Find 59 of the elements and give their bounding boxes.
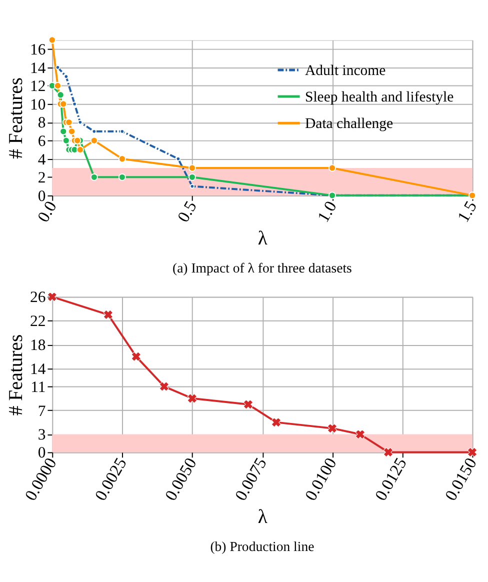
y-axis-title: # Features <box>5 78 28 159</box>
point <box>271 417 282 428</box>
point <box>187 394 198 404</box>
point <box>188 173 196 181</box>
point <box>60 100 68 108</box>
y-tick-label: 2 <box>38 170 46 187</box>
point <box>118 155 126 163</box>
point <box>327 423 338 434</box>
y-tick-label: 22 <box>30 313 46 330</box>
y-tick-label: 0 <box>38 188 46 205</box>
y-tick-label: 14 <box>30 360 46 378</box>
x-axis-title: λ <box>258 228 268 250</box>
point <box>131 352 142 362</box>
point <box>243 400 254 410</box>
point <box>48 36 56 44</box>
y-tick-label: 4 <box>38 151 46 168</box>
point <box>54 82 62 90</box>
y-tick-label: 0 <box>38 444 46 462</box>
legend-label: Sleep health and lifestyle <box>305 89 454 106</box>
point <box>383 447 394 458</box>
point <box>467 447 478 458</box>
y-tick-label: 26 <box>30 289 46 306</box>
point <box>47 292 58 302</box>
point <box>159 382 170 392</box>
point <box>55 65 60 70</box>
point <box>90 173 98 181</box>
point <box>78 120 83 125</box>
x-tick-label: 1.5 <box>454 198 480 226</box>
legend-label: Data challenge <box>305 116 394 132</box>
point <box>328 164 336 172</box>
point <box>56 91 64 99</box>
x-tick-label: 0.5 <box>173 198 200 226</box>
y-tick-label: 10 <box>30 96 46 114</box>
point <box>355 429 366 440</box>
y-tick-label: 11 <box>30 378 46 396</box>
point <box>76 146 84 154</box>
y-tick-label: 3 <box>38 426 46 444</box>
x-axis-title: λ <box>258 506 268 528</box>
y-tick-label: 8 <box>38 114 46 132</box>
legend-label: Adult income <box>305 62 386 79</box>
y-tick-label: 12 <box>30 78 46 96</box>
point <box>60 128 68 136</box>
text: (b) Production line <box>210 539 314 554</box>
y-tick-label: 14 <box>30 60 46 77</box>
point <box>188 164 196 172</box>
y-axis-title: # Features <box>5 334 28 416</box>
point <box>72 102 77 106</box>
y-tick-label: 7 <box>38 402 46 420</box>
y-tick-label: 16 <box>30 42 46 59</box>
point <box>62 136 70 144</box>
point <box>90 136 98 144</box>
y-tick-label: 18 <box>30 337 46 354</box>
x-tick-label: 1.0 <box>314 198 340 226</box>
point <box>118 173 126 181</box>
point <box>68 128 76 136</box>
point <box>190 184 195 189</box>
text: (a) Impact of λ for three datasets <box>172 260 352 276</box>
point <box>103 310 114 320</box>
y-tick-label: 6 <box>38 132 46 150</box>
